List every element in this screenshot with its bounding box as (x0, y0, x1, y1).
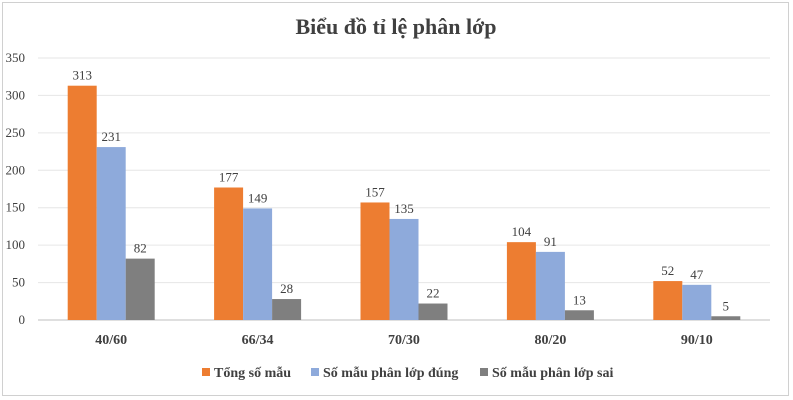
legend-label: Số mẫu phân lớp đúng (323, 365, 458, 381)
bar (564, 310, 594, 320)
chart-frame (2, 2, 789, 396)
x-category-label: 90/10 (681, 333, 713, 348)
bar (125, 258, 155, 320)
y-tick-label: 300 (6, 87, 26, 102)
data-label: 22 (427, 286, 440, 301)
y-tick-label: 200 (6, 162, 26, 177)
x-category-label: 80/20 (534, 333, 566, 348)
data-label: 313 (72, 68, 92, 83)
bar (96, 147, 126, 320)
y-tick-label: 100 (6, 237, 26, 252)
legend: Tổng số mẫu Số mẫu phân lớp đúng Số mẫu ph… (202, 365, 613, 381)
y-tick-label: 350 (6, 50, 26, 65)
data-label: 52 (661, 263, 674, 278)
legend-swatch (202, 368, 210, 376)
data-label: 231 (101, 129, 121, 144)
bar (653, 281, 683, 320)
data-label: 104 (512, 224, 532, 239)
chart-title: Biểu đồ tỉ lệ phân lớp (295, 14, 496, 39)
bar (243, 208, 273, 320)
y-tick-label: 250 (6, 125, 26, 140)
x-axis-categories: 40/60 66/34 70/30 80/20 90/10 (95, 333, 712, 348)
data-label: 91 (544, 234, 557, 249)
bar (389, 218, 419, 320)
y-tick-label: 0 (19, 312, 26, 327)
legend-swatch (480, 368, 488, 376)
data-labels: 313 231 82 177 149 28 157 135 22 104 91 13 52 47 5 (72, 68, 729, 314)
bar (682, 284, 712, 320)
bar (67, 85, 97, 320)
bar (272, 299, 302, 320)
data-label: 5 (723, 298, 730, 313)
data-label: 177 (219, 170, 239, 185)
x-category-label: 40/60 (95, 333, 127, 348)
bar (506, 242, 536, 320)
gridlines (38, 57, 770, 321)
x-category-label: 66/34 (242, 333, 274, 348)
bar (360, 202, 390, 320)
bar (535, 251, 565, 320)
data-label: 47 (690, 267, 704, 282)
y-tick-label: 50 (12, 275, 25, 290)
data-label: 135 (394, 201, 414, 216)
bar (418, 303, 448, 320)
legend-label: Số mẫu phân lớp sai (492, 365, 613, 381)
data-label: 13 (573, 292, 586, 307)
y-tick-label: 150 (6, 200, 26, 215)
data-label: 82 (134, 241, 147, 256)
y-axis-ticks: 0 50 100 150 200 250 300 350 (6, 50, 26, 327)
legend-label: Tổng số mẫu (214, 365, 291, 381)
bar (711, 316, 741, 320)
bar (214, 187, 244, 320)
data-label: 28 (280, 281, 293, 296)
data-label: 149 (248, 190, 268, 205)
x-category-label: 70/30 (388, 333, 420, 348)
data-label: 157 (365, 184, 385, 199)
bars (67, 85, 741, 320)
legend-swatch (311, 368, 319, 376)
